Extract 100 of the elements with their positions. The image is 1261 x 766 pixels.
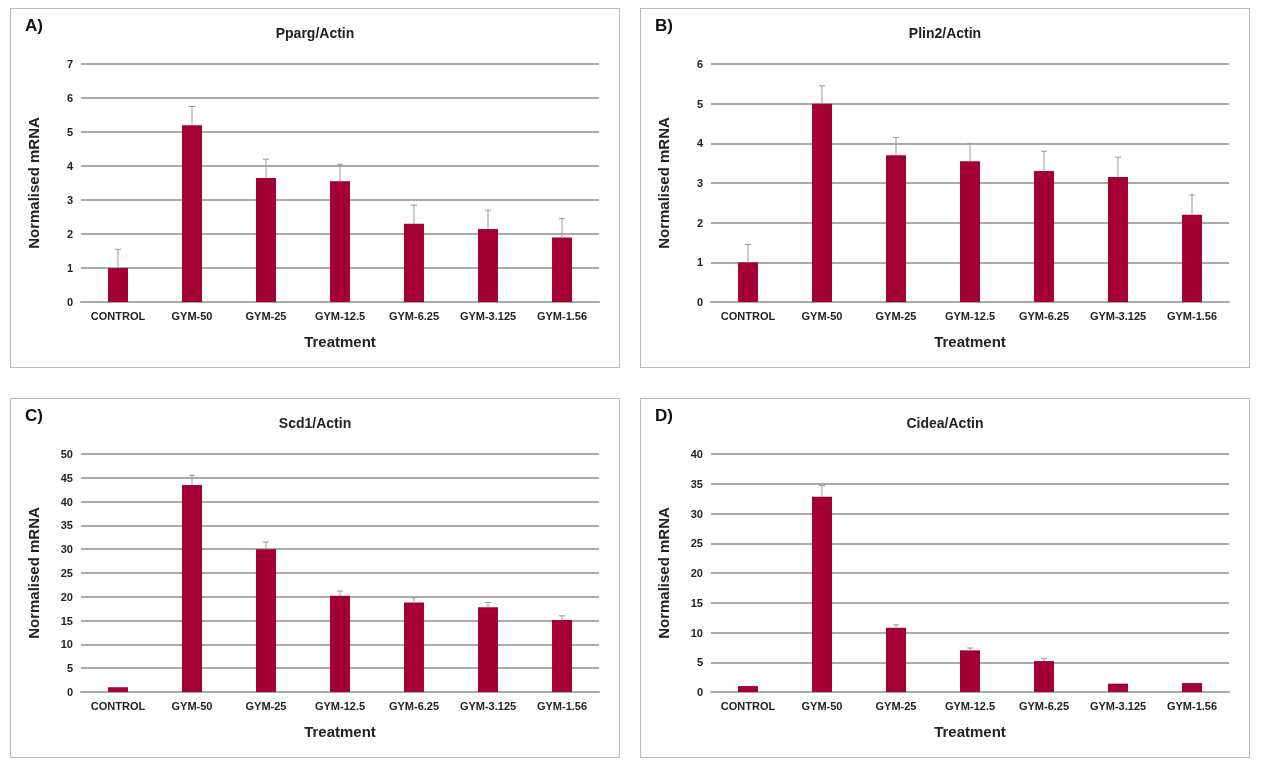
x-tick-label: CONTROL xyxy=(720,699,776,712)
text: A) xyxy=(25,16,43,35)
x-axis-title: Treatment xyxy=(934,723,1006,740)
y-tick-label: 40 xyxy=(690,448,703,460)
y-tick-label: 4 xyxy=(696,137,704,150)
x-tick-label: GYM-6.25 xyxy=(1018,699,1070,712)
bar xyxy=(478,607,498,692)
y-tick-label: 0 xyxy=(66,296,73,308)
bar xyxy=(404,223,424,302)
y-tick-label: 7 xyxy=(66,58,73,70)
x-tick-label: GYM-25 xyxy=(875,699,917,712)
x-tick-label: GYM-3.125 xyxy=(459,309,517,322)
x-tick-label: GYM-25 xyxy=(245,309,287,322)
y-axis-title: Normalised mRNA xyxy=(25,506,42,639)
y-tick-label: 35 xyxy=(60,519,73,532)
x-tick-label: GYM-25 xyxy=(875,309,917,322)
y-axis-title: Normalised mRNA xyxy=(25,116,42,249)
y-tick-label: 6 xyxy=(66,92,73,104)
bar xyxy=(1108,683,1128,692)
x-tick-label: GYM-50 xyxy=(171,699,213,712)
chart-title: Cidea/Actin xyxy=(906,415,984,431)
x-tick-label: GYM-3.125 xyxy=(1089,309,1147,322)
x-tick-label: GYM-12.5 xyxy=(314,699,366,712)
y-tick-label: 5 xyxy=(696,656,703,669)
y-tick-label: 5 xyxy=(66,126,73,138)
x-tick-label: GYM-50 xyxy=(171,309,213,322)
bar xyxy=(960,161,980,302)
y-tick-label: 35 xyxy=(690,477,703,490)
x-tick-label: GYM-3.125 xyxy=(459,699,517,712)
bar xyxy=(108,268,128,302)
bar xyxy=(886,155,906,302)
x-tick-label: GYM-1.56 xyxy=(1166,699,1218,712)
text: B) xyxy=(655,16,673,35)
y-tick-label: 20 xyxy=(60,590,73,603)
y-tick-label: 3 xyxy=(696,177,703,189)
y-tick-label: 3 xyxy=(66,194,73,206)
x-tick-label: GYM-6.25 xyxy=(388,699,440,712)
y-tick-label: 10 xyxy=(690,626,703,639)
chart-title: Plin2/Actin xyxy=(908,25,982,41)
y-tick-label: 4 xyxy=(66,160,74,172)
y-tick-label: 30 xyxy=(60,543,73,556)
y-axis-title: Normalised mRNA xyxy=(655,116,672,249)
bar xyxy=(330,595,350,692)
bar xyxy=(182,484,202,692)
chart-title: Pparg/Actin xyxy=(275,25,355,41)
y-tick-label: 45 xyxy=(60,471,73,484)
y-tick-label: 0 xyxy=(66,686,73,698)
y-tick-label: 2 xyxy=(696,216,703,229)
bar xyxy=(1034,171,1054,302)
bar xyxy=(552,620,572,692)
y-tick-label: 0 xyxy=(696,296,703,308)
y-tick-label: 40 xyxy=(60,495,73,508)
y-tick-label: 5 xyxy=(66,662,73,675)
y-tick-label: 30 xyxy=(690,507,703,520)
y-tick-label: 5 xyxy=(696,97,703,110)
bar xyxy=(330,181,350,302)
bar xyxy=(256,549,276,692)
bar xyxy=(812,496,832,692)
x-tick-label: GYM-12.5 xyxy=(314,309,366,322)
x-tick-label: GYM-12.5 xyxy=(944,699,996,712)
x-tick-label: GYM-12.5 xyxy=(944,309,996,322)
x-tick-label: GYM-1.56 xyxy=(536,699,588,712)
bar xyxy=(182,125,202,302)
x-tick-label: GYM-6.25 xyxy=(1018,309,1070,322)
chart-title: Scd1/Actin xyxy=(278,415,352,431)
x-tick-label: CONTROL xyxy=(90,309,146,322)
bar xyxy=(1034,661,1054,692)
x-tick-label: GYM-6.25 xyxy=(388,309,440,322)
y-tick-label: 15 xyxy=(60,614,73,627)
bar xyxy=(738,262,758,302)
bar xyxy=(256,177,276,302)
bar xyxy=(108,687,128,692)
y-tick-label: 1 xyxy=(66,262,73,274)
x-axis-title: Treatment xyxy=(304,723,376,740)
y-tick-label: 1 xyxy=(696,256,703,269)
bar xyxy=(812,103,832,302)
bar xyxy=(886,627,906,692)
y-tick-label: 20 xyxy=(690,567,703,579)
x-axis-title: Treatment xyxy=(934,333,1006,350)
x-tick-label: GYM-50 xyxy=(801,699,843,712)
bar xyxy=(960,650,980,692)
bar xyxy=(404,602,424,692)
text: C) xyxy=(25,406,43,425)
y-axis-title: Normalised mRNA xyxy=(655,506,672,639)
bar xyxy=(1182,214,1202,302)
x-axis-title: Treatment xyxy=(304,333,376,350)
bar xyxy=(478,228,498,302)
bar xyxy=(1182,683,1202,692)
bar xyxy=(738,686,758,692)
bar xyxy=(1108,177,1128,302)
x-tick-label: CONTROL xyxy=(90,699,146,712)
y-tick-label: 25 xyxy=(690,537,703,550)
x-tick-label: GYM-1.56 xyxy=(536,309,588,322)
x-tick-label: GYM-50 xyxy=(801,309,843,322)
x-tick-label: GYM-25 xyxy=(245,699,287,712)
x-tick-label: CONTROL xyxy=(720,309,776,322)
x-tick-label: GYM-3.125 xyxy=(1089,699,1147,712)
x-tick-label: GYM-1.56 xyxy=(1166,309,1218,322)
y-tick-label: 10 xyxy=(60,638,73,651)
y-tick-label: 2 xyxy=(66,228,73,240)
